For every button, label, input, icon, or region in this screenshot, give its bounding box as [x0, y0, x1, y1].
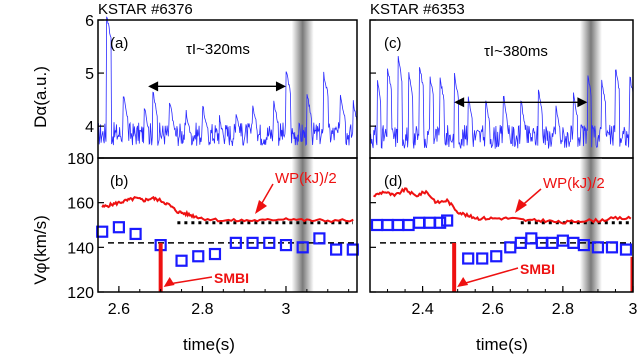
dalpha-trace-c [369, 56, 634, 149]
vphi-point-d [441, 214, 454, 227]
x-tick-label-d: 2.4 [411, 301, 433, 318]
tau-arrow-right-head-c [577, 97, 588, 108]
panel-label-c: (c) [384, 35, 402, 52]
panel-a: 4 5 6 [85, 13, 358, 159]
y-tick-label-a: 6 [85, 13, 94, 30]
vphi-point-b [313, 232, 326, 245]
panel-frame-b [97, 157, 358, 293]
smbi-arrow-head-b [163, 277, 175, 287]
vphi-point-b [279, 239, 293, 252]
shaded-band-c [579, 20, 602, 158]
vphi-point-d [577, 239, 591, 252]
tau-arrow-right-head-a [275, 81, 286, 92]
smbi-arrow-head-d [457, 277, 469, 287]
ylabel-vphi: Vφ(km/s) [31, 215, 50, 285]
x-tick-label-d: 2.8 [552, 301, 574, 318]
ylabel-dalpha: Dα(a.u.) [31, 66, 50, 128]
x-tick-label-b: 2.6 [108, 301, 130, 318]
vphi-point-b [263, 236, 276, 249]
wp-trace-d [373, 187, 632, 225]
y-tick-label-b: 140 [67, 240, 94, 257]
vphi-point-b [175, 254, 188, 267]
tau-arrow-left-head-a [148, 81, 159, 92]
wp-arrow-head-d [515, 199, 527, 213]
panel-b: 2.6 2.8 3 120 140 160 180 [67, 151, 359, 318]
vphi-point-d [391, 218, 405, 232]
vphi-point-d [412, 216, 426, 229]
wp-label-d: WP(kJ)/2 [543, 175, 605, 192]
vphi-point-d [381, 218, 394, 232]
smbi-label-b: SMBI [214, 270, 249, 286]
vphi-point-d [504, 241, 517, 254]
panel-c [369, 19, 634, 159]
vphi-point-b [112, 221, 125, 234]
vphi-point-d [370, 218, 384, 232]
vphi-point-d [462, 252, 475, 265]
y-tick-label-b: 180 [67, 151, 94, 168]
panel-label-a: (a) [110, 35, 128, 52]
wp-arrow-head-b [255, 200, 267, 214]
vphi-point-d [402, 218, 415, 232]
vphi-point-d [490, 250, 503, 263]
vphi-point-b [192, 250, 205, 263]
xlabel-left: time(s) [183, 335, 235, 354]
smbi-arrow-line-d [461, 267, 519, 285]
xlabel-right: time(s) [476, 335, 528, 354]
panel-label-d: (d) [384, 173, 402, 190]
vphi-point-d [556, 234, 569, 247]
panel-frame-d [369, 157, 634, 293]
x-tick-label-d: 2.6 [482, 301, 504, 318]
smbi-arrow-line-b [168, 276, 213, 285]
x-tick-label-d: 3 [629, 301, 638, 318]
y-tick-label-a: 5 [85, 66, 94, 83]
wp-trace-b [101, 195, 354, 224]
shot-title-c: KSTAR #6353 [370, 1, 465, 18]
vphi-point-b [129, 227, 142, 241]
vphi-point-b [96, 225, 109, 238]
vphi-point-b [296, 241, 309, 254]
smbi-label-d: SMBI [520, 261, 555, 277]
x-tick-label-b: 3 [282, 301, 291, 318]
y-tick-label-a: 4 [85, 119, 94, 136]
vphi-point-b [229, 236, 242, 249]
vphi-point-d [476, 252, 489, 265]
y-tick-label-b: 160 [67, 196, 94, 213]
tau-arrow-left-head-c [454, 97, 465, 108]
annotation-tau-c: τI~380ms [484, 43, 548, 60]
vphi-point-b [208, 247, 222, 261]
shot-title-a: KSTAR #6376 [98, 1, 193, 18]
vphi-point-d [423, 216, 436, 229]
y-tick-label-b: 120 [67, 285, 94, 302]
shaded-band-d [579, 158, 602, 292]
panel-d: 2.4 2.6 2.8 3 [369, 157, 638, 318]
vphi-point-b [246, 236, 259, 249]
vphi-point-b [330, 243, 343, 256]
vphi-point-b [346, 243, 359, 256]
wp-label-b: WP(kJ)/2 [275, 170, 337, 187]
shaded-band-b [291, 158, 314, 292]
vphi-point-d [434, 216, 447, 229]
shaded-band-a [291, 20, 314, 158]
panel-label-b: (b) [110, 173, 128, 190]
vphi-point-d [619, 243, 633, 256]
dalpha-trace-a [97, 16, 358, 147]
x-tick-label-b: 2.8 [191, 301, 213, 318]
annotation-tau-a: τI~320ms [186, 41, 250, 58]
vphi-point-d [591, 241, 605, 254]
vphi-point-d [525, 232, 538, 245]
vphi-point-d [605, 241, 619, 254]
